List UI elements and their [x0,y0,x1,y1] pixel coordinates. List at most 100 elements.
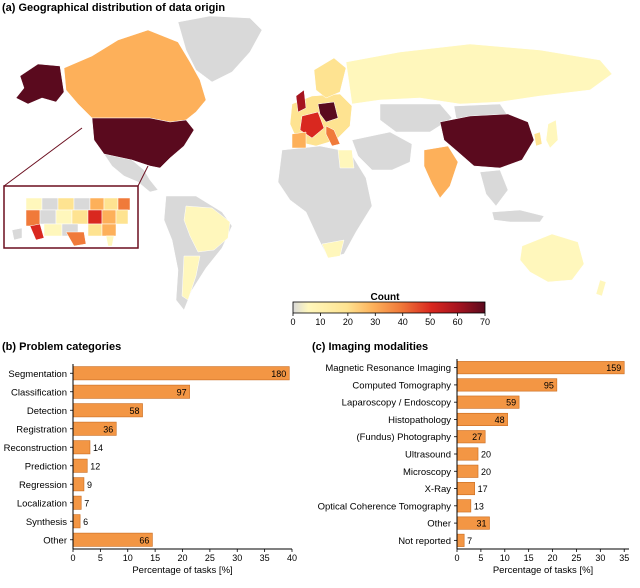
x-tick-label: 10 [500,553,510,563]
x-tick-label: 30 [232,553,242,563]
land-argentina [181,255,201,301]
panel-b-title: (b) Problem categories [2,341,122,353]
x-axis-label: Percentage of tasks [%] [132,565,232,576]
bar [456,361,625,375]
state-texas [65,231,87,247]
x-axis-label: Percentage of tasks [%] [493,565,593,576]
colorbar-tick-label: 0 [290,317,295,326]
panel-c-title: (c) Imaging modalities [312,341,429,353]
state-block [103,197,119,211]
x-tick-label: 40 [287,553,297,563]
x-tick-label: 5 [98,553,103,563]
state-block [41,197,59,211]
land-canada [63,29,207,123]
x-tick-label: 15 [524,553,534,563]
colorbar-title: Count [371,292,401,303]
colorbar-tick-label: 50 [425,317,435,326]
x-tick-label: 0 [70,553,75,563]
land-greenland [177,15,263,83]
land-central-asia [379,103,453,133]
category-label: Prediction [25,461,67,472]
colorbar-gradient [292,301,486,314]
x-tick-label: 25 [205,553,215,563]
bar-value-label: 7 [467,536,472,546]
land-south-africa [321,239,345,259]
bar [72,366,290,381]
category-label: Other [43,535,67,546]
imaging-modalities-chart: Magnetic Resonance Imaging Computed Tomog… [318,359,629,576]
colorbar-tick-label: 70 [480,317,490,326]
land-alaska [15,63,65,105]
state-block [101,223,117,237]
land-australia [519,233,585,283]
land-mexico [103,153,159,193]
usa-inset [3,127,149,249]
x-tick-label: 25 [571,553,581,563]
land-usa [91,117,195,169]
bar-value-label: 48 [495,415,505,425]
bar-value-label: 6 [83,517,88,527]
x-tick-label: 35 [619,553,629,563]
bar-value-label: 13 [474,501,484,511]
x-tick-label: 0 [454,553,459,563]
bar [456,499,472,513]
x-tick-label: 10 [123,553,133,563]
state-florida [105,235,115,247]
category-label: Computed Tomography [352,380,451,391]
x-tick-label: 5 [478,553,483,563]
category-label: Microscopy [403,467,451,478]
category-label: Classification [11,387,67,398]
bar [72,440,91,455]
x-tick-label: 30 [595,553,605,563]
state-block [87,223,103,237]
state-block [87,209,103,225]
land-egypt [337,149,355,169]
state-block [43,223,63,237]
bar-value-label: 159 [606,363,621,373]
category-label: Magnetic Resonance Imaging [325,363,451,374]
panel-a-title: (a) Geographical distribution of data or… [2,2,226,14]
x-tick-label: 15 [150,553,160,563]
state-california [29,223,45,241]
land-japan [545,119,559,149]
category-label: Detection [27,406,67,417]
bar [456,378,558,392]
category-label: Ultrasound [405,450,451,461]
state-block [89,197,105,211]
state-block [115,209,129,225]
state-block [71,209,89,225]
bar-value-label: 31 [476,519,486,529]
bar-value-label: 180 [271,369,286,379]
state-block [25,209,41,227]
land-korea [533,131,543,147]
bar-value-label: 36 [103,424,113,434]
category-label: (Fundus) Photography [356,432,451,443]
bar-value-label: 17 [478,484,488,494]
land-indonesia [491,209,545,223]
bar [456,464,479,478]
category-label: Registration [16,424,67,435]
bar [72,514,81,529]
category-label: Segmentation [8,369,67,380]
x-tick-label: 20 [548,553,558,563]
land-uk [295,89,307,113]
colorbar: Count 0 10 20 30 40 50 60 70 [290,292,490,326]
bar [72,384,190,399]
land-germany [317,101,339,123]
state-block [57,197,75,211]
state-block [39,209,57,225]
state-block [25,197,43,211]
bar [72,477,85,492]
bar-value-label: 97 [177,387,187,397]
bar-value-label: 66 [139,535,149,545]
problem-categories-chart: Segmentation Classification Detection Regis… [4,364,297,576]
bar-value-label: 12 [90,461,100,471]
category-label: Laparoscopy / Endoscopy [342,398,452,409]
state-alaska-inset [11,227,23,241]
bar-value-label: 20 [481,467,491,477]
category-label: Histopathology [388,415,451,426]
bar-value-label: 27 [472,432,482,442]
category-label: Regression [19,480,67,491]
state-block [101,209,117,225]
land-russia [345,43,613,105]
